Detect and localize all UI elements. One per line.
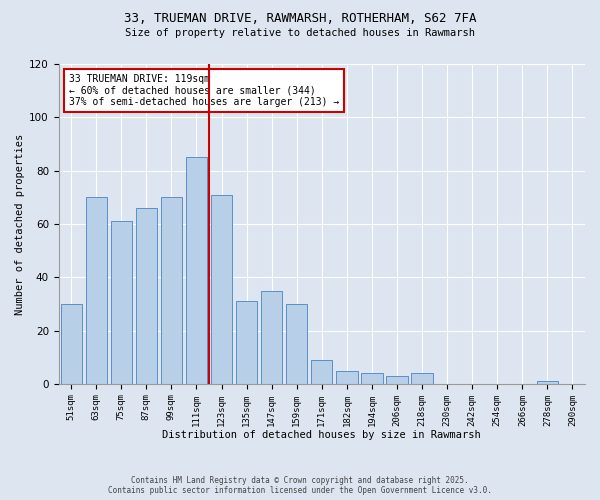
Bar: [86, 198, 107, 384]
Bar: [412, 373, 433, 384]
Bar: [110, 222, 132, 384]
Text: Contains HM Land Registry data © Crown copyright and database right 2025.
Contai: Contains HM Land Registry data © Crown c…: [108, 476, 492, 495]
Bar: [361, 373, 383, 384]
Bar: [537, 381, 558, 384]
Text: 33 TRUEMAN DRIVE: 119sqm
← 60% of detached houses are smaller (344)
37% of semi-: 33 TRUEMAN DRIVE: 119sqm ← 60% of detach…: [69, 74, 340, 107]
Bar: [386, 376, 407, 384]
Bar: [61, 304, 82, 384]
Bar: [211, 194, 232, 384]
Bar: [261, 290, 283, 384]
Bar: [186, 158, 207, 384]
Bar: [311, 360, 332, 384]
Text: Size of property relative to detached houses in Rawmarsh: Size of property relative to detached ho…: [125, 28, 475, 38]
Y-axis label: Number of detached properties: Number of detached properties: [15, 134, 25, 314]
Text: 33, TRUEMAN DRIVE, RAWMARSH, ROTHERHAM, S62 7FA: 33, TRUEMAN DRIVE, RAWMARSH, ROTHERHAM, …: [124, 12, 476, 26]
X-axis label: Distribution of detached houses by size in Rawmarsh: Distribution of detached houses by size …: [163, 430, 481, 440]
Bar: [286, 304, 307, 384]
Bar: [161, 198, 182, 384]
Bar: [236, 301, 257, 384]
Bar: [136, 208, 157, 384]
Bar: [336, 370, 358, 384]
